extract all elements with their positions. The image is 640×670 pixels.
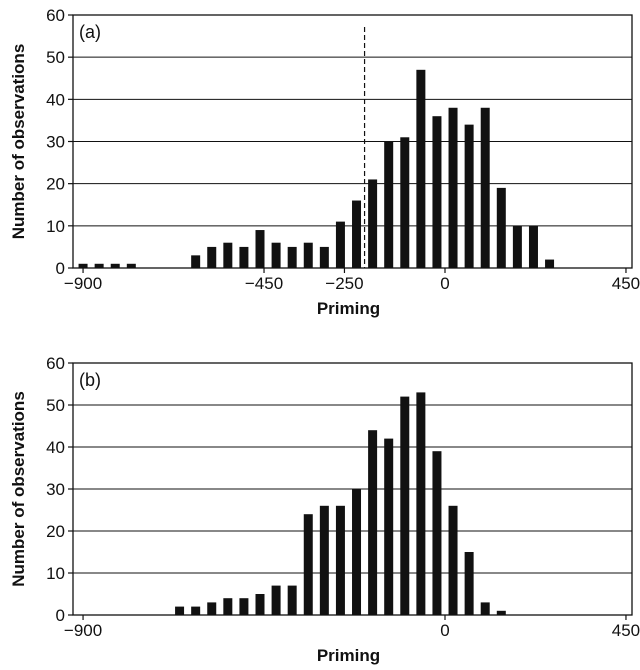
bar bbox=[464, 552, 474, 615]
y-tick-label: 0 bbox=[56, 606, 65, 625]
bar bbox=[416, 69, 426, 268]
bar bbox=[287, 246, 297, 268]
bar bbox=[319, 246, 329, 268]
bar bbox=[78, 263, 88, 268]
y-tick-label: 0 bbox=[56, 259, 65, 278]
bar bbox=[448, 107, 458, 269]
bar bbox=[191, 606, 201, 615]
bar bbox=[496, 187, 506, 268]
x-tick-label: 450 bbox=[612, 621, 640, 640]
y-tick-label: 20 bbox=[46, 175, 65, 194]
bar bbox=[480, 107, 490, 269]
x-tick-label: 0 bbox=[440, 621, 449, 640]
bar bbox=[400, 137, 410, 268]
y-axis-title: Number of observations bbox=[9, 44, 28, 240]
bar bbox=[255, 594, 265, 615]
bar bbox=[271, 242, 281, 268]
bar bbox=[368, 179, 378, 268]
bar bbox=[432, 116, 442, 268]
bar bbox=[335, 221, 345, 268]
bar bbox=[255, 230, 265, 268]
bar bbox=[110, 263, 120, 268]
bar bbox=[545, 259, 555, 268]
bar bbox=[335, 505, 345, 615]
panel-label: (b) bbox=[79, 370, 101, 390]
bar bbox=[303, 242, 313, 268]
bar bbox=[239, 598, 249, 615]
bar bbox=[207, 602, 217, 615]
bar bbox=[303, 514, 313, 615]
bar bbox=[480, 602, 490, 615]
bar bbox=[352, 489, 362, 615]
x-tick-label: −450 bbox=[245, 274, 283, 293]
bar bbox=[175, 606, 185, 615]
bar bbox=[416, 392, 426, 615]
bar bbox=[126, 263, 136, 268]
bar bbox=[384, 438, 394, 615]
bar bbox=[384, 141, 394, 268]
bar bbox=[223, 242, 233, 268]
x-axis-title: Priming bbox=[317, 646, 380, 665]
y-tick-label: 10 bbox=[46, 217, 65, 236]
bar bbox=[319, 505, 329, 615]
panel-label: (a) bbox=[79, 22, 101, 42]
y-tick-label: 50 bbox=[46, 396, 65, 415]
y-tick-label: 30 bbox=[46, 480, 65, 499]
y-tick-label: 30 bbox=[46, 133, 65, 152]
bar bbox=[239, 246, 249, 268]
x-axis-title: Priming bbox=[317, 299, 380, 318]
bar bbox=[448, 505, 458, 615]
y-tick-label: 40 bbox=[46, 90, 65, 109]
y-tick-label: 40 bbox=[46, 438, 65, 457]
bar bbox=[512, 225, 522, 268]
bar bbox=[368, 430, 378, 615]
bar bbox=[223, 598, 233, 615]
bar bbox=[432, 451, 442, 615]
x-tick-label: 450 bbox=[612, 274, 640, 293]
y-tick-label: 50 bbox=[46, 48, 65, 67]
bar bbox=[400, 396, 410, 615]
x-tick-label: −900 bbox=[64, 274, 102, 293]
y-tick-label: 20 bbox=[46, 522, 65, 541]
bar bbox=[207, 246, 217, 268]
panel-a: 0 10 20 30 40 50 60 −900 −450 −250 0 450 Priming Numb… bbox=[9, 6, 640, 318]
bar bbox=[271, 585, 281, 615]
bar bbox=[352, 200, 362, 268]
y-axis-title: Number of observations bbox=[9, 391, 28, 587]
x-tick-label: 0 bbox=[440, 274, 449, 293]
x-tick-label: −250 bbox=[325, 274, 363, 293]
y-tick-label: 10 bbox=[46, 564, 65, 583]
y-tick-label: 60 bbox=[46, 6, 65, 25]
y-tick-label: 60 bbox=[46, 354, 65, 373]
bar bbox=[464, 124, 474, 268]
x-tick-label: −900 bbox=[64, 621, 102, 640]
bar bbox=[496, 610, 506, 615]
bar bbox=[528, 225, 538, 268]
bar bbox=[191, 255, 201, 268]
bar bbox=[287, 585, 297, 615]
bar bbox=[94, 263, 104, 268]
